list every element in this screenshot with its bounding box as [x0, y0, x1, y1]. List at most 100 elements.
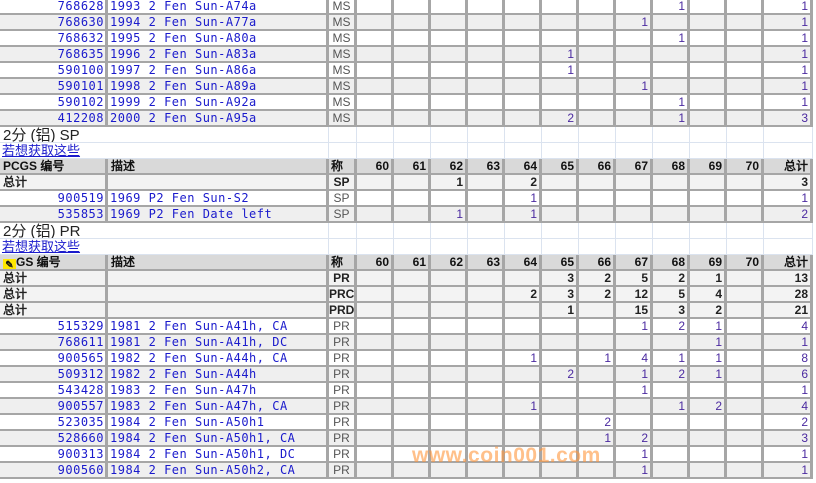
- grade-count-cell: [690, 111, 727, 127]
- empty-cell: [394, 223, 431, 239]
- column-header-grade-70[interactable]: 70: [727, 159, 764, 175]
- table-row: 509312 1982 2 Fen Sun-A44h PR 2 1 2 1 6: [0, 367, 813, 383]
- pcgs-code-link[interactable]: 523035: [0, 415, 108, 431]
- column-header-description[interactable]: 描述: [108, 255, 329, 271]
- column-header-grade-61[interactable]: 61: [394, 159, 431, 175]
- description-link[interactable]: 1983 2 Fen Sun-A47h: [108, 383, 329, 399]
- pencil-edit-icon[interactable]: ✎: [3, 259, 16, 269]
- pcgs-code-link[interactable]: 515329: [0, 319, 108, 335]
- grade-count-cell: [653, 335, 690, 351]
- column-header-pcgs-code[interactable]: PCGS 编号: [0, 159, 108, 175]
- empty-cell: [394, 127, 431, 143]
- grade-count-cell: [505, 383, 542, 399]
- table-row: 523035 1984 2 Fen Sun-A50h1 PR 2 2: [0, 415, 813, 431]
- pcgs-code-link[interactable]: 509312: [0, 367, 108, 383]
- grade-count-cell: [394, 95, 431, 111]
- column-header-grade-66[interactable]: 66: [579, 255, 616, 271]
- pcgs-code-link[interactable]: 768635: [0, 47, 108, 63]
- pcgs-code-link[interactable]: 528660: [0, 431, 108, 447]
- grade-count-cell: [690, 79, 727, 95]
- description-link[interactable]: 1993 2 Fen Sun-A74a: [108, 0, 329, 15]
- grade-count-cell: [431, 271, 468, 287]
- column-header-label: GS 编号: [16, 255, 61, 269]
- description-link[interactable]: 1981 2 Fen Sun-A41h, CA: [108, 319, 329, 335]
- description-link[interactable]: 1984 2 Fen Sun-A50h1, CA: [108, 431, 329, 447]
- empty-cell: [468, 143, 505, 159]
- row-total: 4: [764, 399, 813, 415]
- description-link[interactable]: 1994 2 Fen Sun-A77a: [108, 15, 329, 31]
- pcgs-code-link[interactable]: 768611: [0, 335, 108, 351]
- pcgs-code-link[interactable]: 900519: [0, 191, 108, 207]
- pcgs-code-link[interactable]: 768630: [0, 15, 108, 31]
- column-header-grade-63[interactable]: 63: [468, 159, 505, 175]
- column-header-grade-60[interactable]: 60: [357, 255, 394, 271]
- grade-count-cell: 1: [579, 351, 616, 367]
- description-link[interactable]: 1969 P2 Fen Sun-S2: [108, 191, 329, 207]
- description-link[interactable]: 1982 2 Fen Sun-A44h, CA: [108, 351, 329, 367]
- pcgs-code-link[interactable]: 412208: [0, 111, 108, 127]
- column-header-grade-61[interactable]: 61: [394, 255, 431, 271]
- column-header-grade-64[interactable]: 64: [505, 255, 542, 271]
- description-link[interactable]: 1984 2 Fen Sun-A50h1, DC: [108, 447, 329, 463]
- pcgs-code-link[interactable]: 900313: [0, 447, 108, 463]
- column-header-grade-70[interactable]: 70: [727, 255, 764, 271]
- grade-count-cell: [357, 271, 394, 287]
- column-header-total[interactable]: 总计: [764, 255, 813, 271]
- grade-count-cell: [690, 463, 727, 479]
- column-header-grade[interactable]: 称: [329, 255, 357, 271]
- column-header-description[interactable]: 描述: [108, 159, 329, 175]
- column-header-grade-68[interactable]: 68: [653, 159, 690, 175]
- column-header-total[interactable]: 总计: [764, 159, 813, 175]
- column-header-grade-62[interactable]: 62: [431, 159, 468, 175]
- description-link[interactable]: 1998 2 Fen Sun-A89a: [108, 79, 329, 95]
- pcgs-code-link[interactable]: 535853: [0, 207, 108, 223]
- description-link[interactable]: 1983 2 Fen Sun-A47h, CA: [108, 399, 329, 415]
- pcgs-code-link[interactable]: 590100: [0, 63, 108, 79]
- grade-count-cell: [357, 431, 394, 447]
- column-header-grade-65[interactable]: 65: [542, 255, 579, 271]
- description-link[interactable]: 1995 2 Fen Sun-A80a: [108, 31, 329, 47]
- pcgs-code-link[interactable]: 590101: [0, 79, 108, 95]
- pcgs-code-link[interactable]: 900557: [0, 399, 108, 415]
- empty-cell: [690, 143, 727, 159]
- pcgs-code-link[interactable]: 543428: [0, 383, 108, 399]
- pcgs-code-link[interactable]: 590102: [0, 95, 108, 111]
- request-link[interactable]: 若想获取这些: [0, 143, 329, 159]
- column-header-grade-66[interactable]: 66: [579, 159, 616, 175]
- pcgs-code-link[interactable]: 900565: [0, 351, 108, 367]
- description-link[interactable]: 1984 2 Fen Sun-A50h1: [108, 415, 329, 431]
- column-header-grade-63[interactable]: 63: [468, 255, 505, 271]
- column-header-grade-67[interactable]: 67: [616, 159, 653, 175]
- description-link[interactable]: 1984 2 Fen Sun-A50h2, CA: [108, 463, 329, 479]
- grade-count-cell: [394, 303, 431, 319]
- pcgs-code-link[interactable]: 900560: [0, 463, 108, 479]
- description-link[interactable]: 2000 2 Fen Sun-A95a: [108, 111, 329, 127]
- column-header-pcgs-code[interactable]: ✎ GS 编号: [0, 255, 108, 271]
- request-link[interactable]: 若想获取这些: [0, 239, 329, 255]
- description-link[interactable]: 1997 2 Fen Sun-A86a: [108, 63, 329, 79]
- grade-count-cell: [468, 351, 505, 367]
- column-header-grade-67[interactable]: 67: [616, 255, 653, 271]
- grade-count-cell: [357, 447, 394, 463]
- column-header-grade-69[interactable]: 69: [690, 255, 727, 271]
- grade-count-cell: [542, 95, 579, 111]
- column-header-grade-68[interactable]: 68: [653, 255, 690, 271]
- column-header-grade-62[interactable]: 62: [431, 255, 468, 271]
- description-link[interactable]: 1981 2 Fen Sun-A41h, DC: [108, 335, 329, 351]
- column-header-grade-69[interactable]: 69: [690, 159, 727, 175]
- column-header-grade-64[interactable]: 64: [505, 159, 542, 175]
- table-row: 768628 1993 2 Fen Sun-A74a MS 1 1: [0, 0, 813, 15]
- description-link[interactable]: 1982 2 Fen Sun-A44h: [108, 367, 329, 383]
- grade-count-cell: 1: [616, 383, 653, 399]
- grade-count-cell: [690, 63, 727, 79]
- pcgs-code-link[interactable]: 768632: [0, 31, 108, 47]
- description-link[interactable]: 1999 2 Fen Sun-A92a: [108, 95, 329, 111]
- description-link[interactable]: 1969 P2 Fen Date left: [108, 207, 329, 223]
- column-header-grade-60[interactable]: 60: [357, 159, 394, 175]
- pcgs-code-link[interactable]: 768628: [0, 0, 108, 15]
- column-header-grade[interactable]: 称: [329, 159, 357, 175]
- column-header-grade-65[interactable]: 65: [542, 159, 579, 175]
- description-link[interactable]: 1996 2 Fen Sun-A83a: [108, 47, 329, 63]
- grade-designation: MS: [329, 95, 357, 111]
- grade-count-cell: [468, 463, 505, 479]
